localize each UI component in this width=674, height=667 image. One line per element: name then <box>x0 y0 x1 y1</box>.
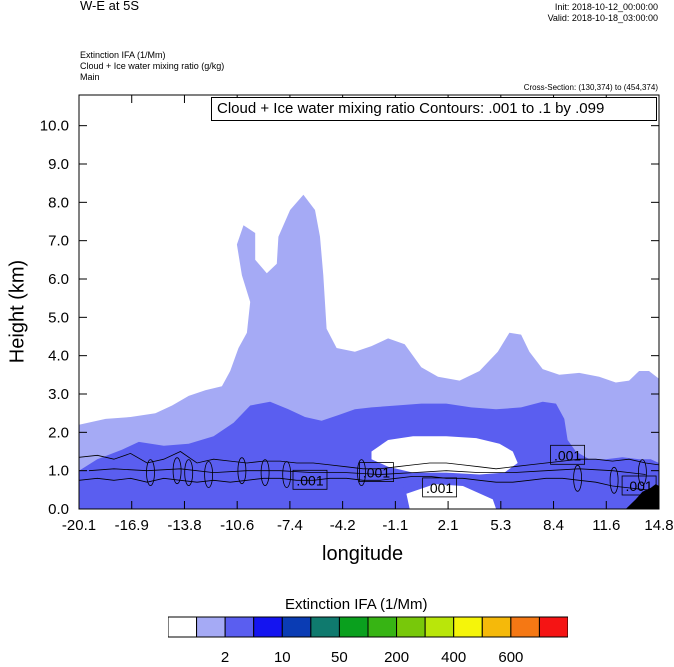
y-tick-label: 0.0 <box>48 501 69 518</box>
cross-section-label: Cross-Section: (130,374) to (454,374) <box>523 83 658 92</box>
mixing-ratio-contour-2 <box>88 468 646 475</box>
colorbar-swatch-11 <box>481 616 512 638</box>
field-line-1: Extinction IFA (1/Mm) <box>80 50 166 60</box>
init-time: Init: 2018-10-12_00:00:00 <box>554 2 658 12</box>
contour-cell-9 <box>609 466 619 494</box>
y-tick-label: 2.0 <box>48 424 69 441</box>
y-axis-title: Height (km) <box>6 259 29 364</box>
mixing-ratio-contour-0 <box>79 451 659 470</box>
y-tick-label: 4.0 <box>48 348 69 365</box>
contour-cell-7 <box>357 459 366 487</box>
colorbar <box>168 616 568 638</box>
contour-info-box: Cloud + Ice water mixing ratio Contours:… <box>211 97 657 121</box>
y-tick-label: 7.0 <box>48 233 69 250</box>
plot-title: W-E at 5S <box>80 0 140 13</box>
colorbar-tick-label: 2 <box>220 649 230 666</box>
colorbar-swatch-10 <box>453 616 483 638</box>
colorbar-swatch-3 <box>253 616 283 638</box>
colorbar-tick-label: 50 <box>331 649 348 666</box>
contour-label-1: .001 <box>363 465 390 481</box>
y-tick-label: 3.0 <box>48 386 69 403</box>
contour-cell-4 <box>237 457 247 485</box>
colorbar-title: Extinction IFA (1/Mm) <box>285 596 428 613</box>
x-tick-label: -4.2 <box>330 517 356 534</box>
contour-cell-8 <box>573 464 582 492</box>
x-tick-label: -7.4 <box>277 517 303 534</box>
y-tick-label: 9.0 <box>48 156 69 173</box>
contour-cell-1 <box>172 457 182 485</box>
colorbar-swatch-2 <box>224 616 255 638</box>
colorbar-swatch-12 <box>510 616 540 638</box>
colorbar-swatch-4 <box>281 616 312 638</box>
x-axis: -20.1 -16.9 -13.8 -10.6 -7.4 -4.2 -1.1 2.1 5.3 8.… <box>62 95 674 534</box>
contour-label-box-1 <box>359 462 394 483</box>
contour-cell-6 <box>282 461 292 488</box>
colorbar-swatch-0 <box>168 616 198 638</box>
field-line-3: Main <box>80 72 100 82</box>
x-tick-label: 8.4 <box>543 517 564 534</box>
y-tick-label: 1.0 <box>48 463 69 480</box>
extinction-region-600-0 <box>625 484 659 509</box>
x-tick-label: -13.8 <box>167 517 201 534</box>
contour-label-0: .001 <box>296 472 323 488</box>
colorbar-swatch-6 <box>338 616 369 638</box>
contour-cell-5 <box>260 459 270 487</box>
x-tick-label: 2.1 <box>438 517 459 534</box>
x-tick-label: 11.6 <box>592 517 620 534</box>
valid-time: Valid: 2018-10-18_03:00:00 <box>547 13 658 23</box>
colorbar-swatch-8 <box>396 616 426 638</box>
x-tick-label: 5.3 <box>490 517 511 534</box>
mixing-ratio-contour-1 <box>79 476 659 491</box>
contour-label-3: .001 <box>554 447 581 463</box>
y-tick-label: 6.0 <box>48 271 69 288</box>
x-axis-title: longitude <box>322 543 404 565</box>
extinction-region-white-0 <box>371 436 518 475</box>
contour-cell-3 <box>204 461 214 488</box>
contour-cell-0 <box>146 459 155 487</box>
colorbar-tick-label: 400 <box>441 649 467 666</box>
x-tick-label: -16.9 <box>115 517 149 534</box>
contour-label-2: .001 <box>426 480 453 496</box>
colorbar-tick-label: 600 <box>498 649 524 666</box>
contour-label-box-0 <box>292 469 328 490</box>
x-tick-label: -10.6 <box>220 517 254 534</box>
colorbar-swatch-7 <box>367 616 398 638</box>
contour-layer <box>79 451 659 494</box>
colorbar-tick-label: 10 <box>273 649 291 666</box>
x-tick-label: -20.1 <box>62 517 96 534</box>
colorbar-swatch-9 <box>424 616 455 638</box>
contour-label-4: .001 <box>625 478 652 494</box>
colorbar-swatch-1 <box>196 616 226 638</box>
field-line-2: Cloud + Ice water mixing ratio (g/kg) <box>80 61 225 71</box>
contour-label-box-4 <box>621 475 657 496</box>
contour-cell-2 <box>184 459 194 487</box>
colorbar-swatch-13 <box>538 616 568 638</box>
contour-label-box-3 <box>550 444 585 465</box>
contour-label-layer: .001 .001 .001 .001 .001 <box>292 444 657 498</box>
colorbar-tick-label: 200 <box>384 649 410 666</box>
contour-info-text: Cloud + Ice water mixing ratio Contours:… <box>217 100 605 117</box>
y-tick-label: 5.0 <box>48 309 69 326</box>
plot-frame <box>78 94 660 510</box>
contour-label-box-2 <box>422 477 458 498</box>
contour-cell-10 <box>638 459 647 487</box>
x-tick-label: -1.1 <box>382 517 408 534</box>
y-tick-label: 10.0 <box>40 118 69 135</box>
colorbar-swatch-5 <box>310 616 340 638</box>
y-axis: 0.0 1.0 2.0 3.0 4.0 5.0 6.0 7.0 8.0 9.0 10.0 <box>40 118 659 518</box>
y-tick-label: 8.0 <box>48 194 69 211</box>
x-tick-label: 14.8 <box>644 517 673 534</box>
